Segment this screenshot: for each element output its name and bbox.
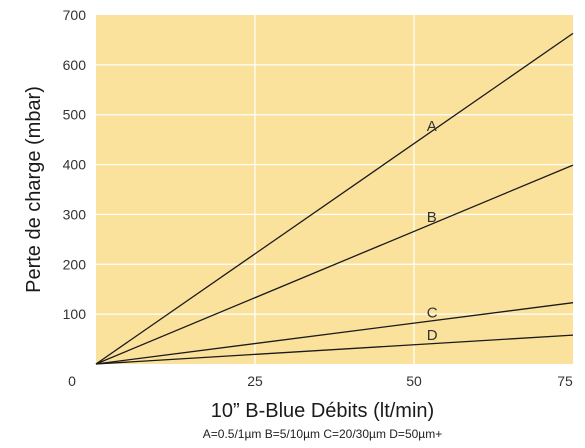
y-tick-label: 100 bbox=[63, 306, 87, 322]
y-tick-label: 400 bbox=[63, 157, 87, 173]
x-tick-label: 75 bbox=[557, 373, 573, 389]
x-axis-title: 10” B-Blue Débits (lt/min) bbox=[211, 400, 434, 422]
y-tick-label: 700 bbox=[63, 7, 87, 23]
tick-labels: 100 200 300 400 500 600 700 0 25 50 75 bbox=[63, 7, 573, 389]
series-label-a: A bbox=[427, 118, 437, 135]
series-line-b bbox=[95, 164, 574, 365]
series-line-d bbox=[95, 334, 574, 365]
plot-area bbox=[96, 15, 573, 364]
legend-note: A=0.5/1µm B=5/10µm C=20/30µm D=50µm+ bbox=[203, 427, 442, 441]
x-tick-label: 50 bbox=[406, 373, 422, 389]
y-tick-label: 200 bbox=[63, 256, 87, 272]
series-lines bbox=[95, 32, 574, 365]
series-labels: A B CD bbox=[427, 118, 438, 344]
x-tick-label: 25 bbox=[247, 373, 263, 389]
series-line-a bbox=[95, 32, 574, 365]
y-axis-title: Perte de charge (mbar) bbox=[23, 86, 45, 293]
y-tick-label: 500 bbox=[63, 107, 87, 123]
y-tick-label: 300 bbox=[63, 206, 87, 222]
series-label-b: B bbox=[427, 209, 437, 226]
series-label-c: C bbox=[427, 304, 438, 321]
y-tick-label: 600 bbox=[63, 57, 87, 73]
x-tick-label: 0 bbox=[68, 373, 76, 389]
series-line-c bbox=[95, 302, 574, 365]
series-label-d: D bbox=[427, 327, 438, 344]
